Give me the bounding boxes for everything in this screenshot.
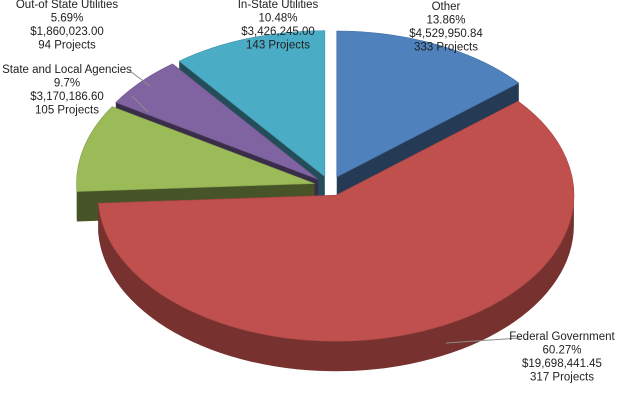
pie-slices (76, 30, 575, 372)
data-label-state-and-local-agencies: State and Local Agencies 9.7%$3,170,186.6… (2, 64, 149, 117)
pie-slice-top (76, 106, 315, 192)
slice-projects-label: 317 Projects (530, 372, 594, 384)
slice-name-label: State and Local Agencies (2, 64, 132, 76)
slice-name-label: Federal Government (509, 331, 615, 343)
leader-line (125, 67, 151, 87)
slice-percent-label: 9.7% (54, 78, 80, 90)
pie-data-labels: Other 13.86%$4,529,950.84 333 Projects Fede… (2, 0, 615, 384)
slice-percent-label: 60.27% (542, 345, 581, 357)
slice-name-label: Other (432, 1, 461, 13)
leader-line (131, 95, 149, 113)
data-label-in-state-utilities: In-State Utilities 10.48%$3,426,245.00 143… (238, 0, 319, 52)
slice-amount-label: $4,529,950.84 (409, 28, 483, 40)
slice-projects-label: 94 Projects (38, 40, 96, 52)
slice-projects-label: 105 Projects (35, 105, 99, 117)
slice-name-label: Out-of State Utilities (16, 0, 119, 11)
slice-amount-label: $19,698,441.45 (522, 358, 602, 370)
slice-percent-label: 5.69% (51, 13, 84, 25)
data-label-federal-government: Federal Government 60.27%$19,698,441.45 31… (445, 331, 616, 384)
slice-projects-label: 333 Projects (414, 42, 478, 54)
pie-slice-top (178, 30, 326, 178)
slice-name-label: In-State Utilities (238, 0, 319, 11)
slice-projects-label: 143 Projects (246, 40, 310, 52)
data-label-out-of-state-utilities: Out-of State Utilities 5.69%$1,860,023.00… (16, 0, 151, 87)
pie-slice-top (97, 100, 575, 342)
slice-amount-label: $1,860,023.00 (30, 26, 104, 38)
pie-slice-top (115, 63, 319, 180)
pie-slice-federal-government (97, 100, 575, 372)
pie-slice-outer-wall (98, 195, 574, 372)
data-label-other: Other 13.86%$4,529,950.84 333 Projects (409, 1, 483, 54)
leader-line (445, 337, 521, 344)
slice-amount-label: $3,426,245.00 (241, 26, 315, 38)
slice-amount-label: $3,170,186.60 (30, 91, 104, 103)
slice-percent-label: 13.86% (426, 15, 465, 27)
pie-slice-top (336, 30, 520, 178)
slice-percent-label: 10.48% (258, 13, 297, 25)
